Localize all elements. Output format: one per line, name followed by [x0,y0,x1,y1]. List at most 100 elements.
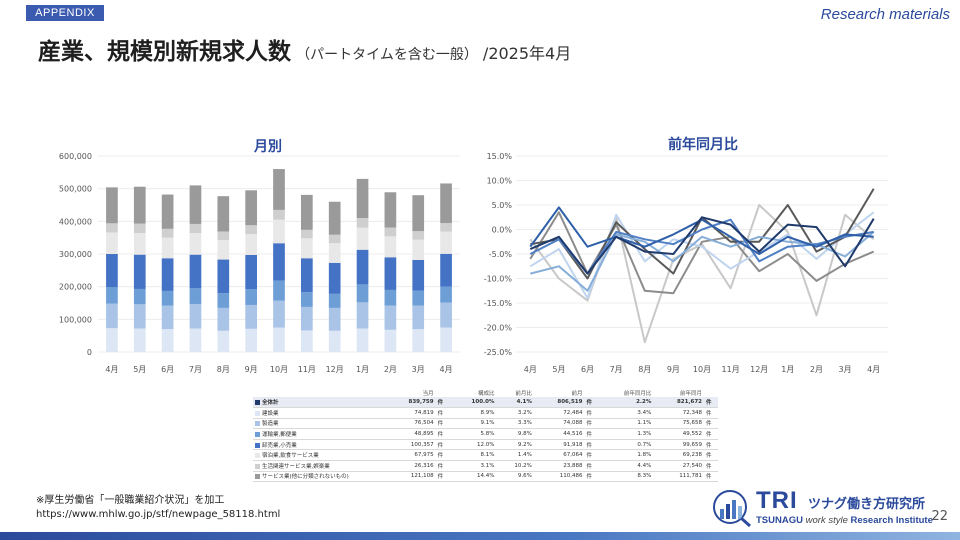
bar-segment [106,232,118,254]
logo-en-research: Research Institute [850,515,933,526]
title-sub: （パートタイムを含む一般） [296,47,478,63]
y-tick-label: 300,000 [59,250,92,259]
bar-segment [356,249,369,285]
table-cell: 69,238 [653,449,704,462]
col-header: 構成比 [477,390,495,397]
bar-segment [217,231,230,240]
table-cell: 26,316 [385,460,436,472]
bar-segment [106,287,118,304]
title-month: /2025年4月 [482,44,572,63]
bar-segment [273,243,285,281]
table-cell: 9.1% [449,418,497,430]
table-cell: 72,348 [653,407,704,419]
x-tick-label: 10月 [270,365,288,374]
bar-segment [328,201,341,235]
table-cell: 23,888 [533,460,585,472]
row-swatch [255,410,260,416]
bar-segment [273,169,285,210]
bar-segment [189,254,202,289]
bar-segment [300,194,313,230]
row-label: 生活関連サービス業,娯楽業 [253,460,385,472]
bar-segment [384,329,397,352]
bar-segment [328,330,341,352]
y-tick-label: 5.0% [492,201,513,210]
row-label-text: 卸売業,小売業 [262,442,297,449]
col-header: 前月比 [515,390,532,397]
y-tick-label: -25.0% [484,348,513,357]
table-cell: 806,519 [533,397,585,409]
appendix-badge: APPENDIX [26,5,104,21]
table-cell: 99,659 [653,439,704,451]
bar-segment [106,303,118,329]
table-cell: 75,658 [653,418,704,430]
bar-segment [133,254,146,289]
table-cell: 3.1% [449,460,497,472]
row-label-text: 運輸業,郵便業 [262,432,297,439]
table-cell: 件 [435,418,450,430]
y-tick-label: -20.0% [484,324,513,333]
x-tick-label: 8月 [638,365,651,374]
bar-segment [356,227,369,250]
logo-japanese-name: ツナグ働き方研究所 [808,497,926,512]
table-row: 全体計 839,759 件 100.0% 4.1% 806,519 件 2.2% 821,672… [253,397,718,409]
x-tick-label: 6月 [581,365,594,374]
x-tick-label: 2月 [384,365,397,374]
x-tick-label: 10月 [693,365,711,374]
table-cell: 100,357 [385,439,436,451]
y-tick-label: 0 [87,348,92,357]
table-cell: 9.2% [496,439,534,451]
bar-segment [273,209,285,220]
bar-segment [440,327,452,352]
bar-segment [133,223,146,234]
bar-segment [440,253,452,287]
bar-segment [412,231,425,240]
y-tick-label: -15.0% [484,299,513,308]
table-cell: 121,108 [385,471,436,483]
x-tick-label: 7月 [610,365,623,374]
bar-segment [161,305,174,330]
x-tick-label: 1月 [356,365,369,374]
bar-segment [273,280,285,301]
x-tick-label: 12月 [750,365,768,374]
bar-segment [133,186,146,224]
bar-segment [356,302,369,329]
table-cell: 件 [704,428,718,440]
yoy-line-chart: -25.0% -20.0% -15.0% -10.0% -5.0% 0.0% 5.0% 10.… [484,152,888,374]
bar-segment [412,195,425,232]
bar-segment [384,257,397,290]
table-cell: 67,975 [385,449,436,462]
table-row: サービス業(他に分類されないもの) 121,108 件 14.4% 9.6% 110,48… [253,471,718,483]
table-cell: 件 [435,407,450,419]
bar-segment [384,192,397,228]
logo-tri-text: TRI [756,487,798,514]
bar-segment [412,329,425,352]
col-header [704,388,718,397]
x-tick-label: 11月 [298,365,316,374]
row-swatch [255,400,260,406]
bar-segment [106,223,118,233]
table-cell: 件 [704,471,718,483]
table-cell: 3.3% [496,418,534,430]
table-cell: 27,540 [653,460,704,472]
source-url[interactable]: https://www.mhlw.go.jp/stf/newpage_58118… [36,509,281,520]
table-cell: 9.6% [496,471,534,483]
table-cell: 0.7% [598,439,654,451]
table-cell: 10.2% [496,460,534,472]
x-tick-label: 6月 [161,365,174,374]
bar-segment [161,228,174,238]
table-cell: 839,759 [385,397,436,409]
x-tick-label: 7月 [189,365,202,374]
table-cell: 件 [584,460,599,472]
row-swatch [255,442,260,448]
row-swatch [255,453,260,459]
table-cell: 件 [435,439,450,451]
x-tick-label: 4月 [105,365,118,374]
col-header [584,388,598,397]
table-cell: 件 [704,397,718,409]
industry-table: 当月 構成比 前月比 前月 前年同月比 前年同月 全体計 839,759 件 100.… [253,388,718,483]
title-main: 産業、規模別新規求人数 [38,39,291,65]
table-row: 建設業 74,819 件 8.9% 3.2% 72,484 件 3.4% 72,348 件 [253,407,718,419]
bar-segment [189,328,202,352]
bar-segment [245,328,258,352]
table-cell: 8.9% [449,407,497,419]
